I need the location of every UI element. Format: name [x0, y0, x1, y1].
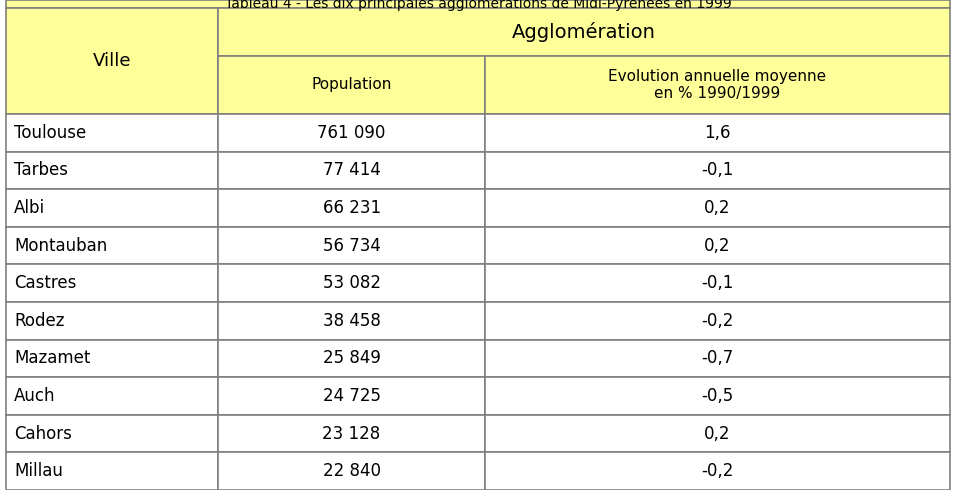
Text: Evolution annuelle moyenne
en % 1990/1999: Evolution annuelle moyenne en % 1990/199…: [608, 69, 827, 101]
Text: -0,2: -0,2: [702, 462, 733, 480]
Text: 77 414: 77 414: [323, 161, 380, 179]
Bar: [218, 340, 485, 377]
Text: -0,1: -0,1: [702, 274, 733, 292]
Bar: [485, 265, 950, 302]
Text: 53 082: 53 082: [322, 274, 380, 292]
Text: Albi: Albi: [14, 199, 45, 217]
Bar: [6, 151, 218, 189]
Bar: [218, 114, 485, 151]
Text: Castres: Castres: [14, 274, 76, 292]
Bar: [218, 56, 485, 114]
Text: Tableau 4 - Les dix principales agglomérations de Midi-Pyrénées en 1999: Tableau 4 - Les dix principales agglomér…: [225, 0, 731, 11]
Text: 66 231: 66 231: [322, 199, 380, 217]
Bar: [218, 227, 485, 265]
Bar: [218, 8, 950, 56]
Text: 761 090: 761 090: [317, 124, 386, 142]
Bar: [485, 151, 950, 189]
Text: Auch: Auch: [14, 387, 55, 405]
Text: -0,2: -0,2: [702, 312, 733, 330]
Text: 0,2: 0,2: [705, 237, 730, 255]
Text: Population: Population: [312, 77, 392, 93]
Bar: [6, 302, 218, 340]
Text: -0,5: -0,5: [702, 387, 733, 405]
Bar: [485, 227, 950, 265]
Bar: [6, 8, 218, 114]
Bar: [218, 415, 485, 452]
Text: 38 458: 38 458: [323, 312, 380, 330]
Bar: [6, 189, 218, 227]
Bar: [6, 415, 218, 452]
Text: Toulouse: Toulouse: [14, 124, 86, 142]
Bar: [218, 452, 485, 490]
Bar: [485, 114, 950, 151]
Text: Cahors: Cahors: [14, 425, 72, 442]
Bar: [485, 302, 950, 340]
Bar: [6, 340, 218, 377]
Bar: [218, 189, 485, 227]
Text: Montauban: Montauban: [14, 237, 107, 255]
Text: 56 734: 56 734: [323, 237, 380, 255]
Text: 24 725: 24 725: [322, 387, 380, 405]
Text: 0,2: 0,2: [705, 199, 730, 217]
Bar: [6, 265, 218, 302]
Text: Agglomération: Agglomération: [512, 22, 656, 42]
Bar: [218, 265, 485, 302]
Text: Tarbes: Tarbes: [14, 161, 68, 179]
Bar: [6, 114, 218, 151]
Bar: [6, 0, 950, 8]
Bar: [218, 377, 485, 415]
Bar: [6, 377, 218, 415]
Text: 1,6: 1,6: [705, 124, 730, 142]
Bar: [6, 227, 218, 265]
Text: Ville: Ville: [93, 52, 131, 70]
Text: 25 849: 25 849: [323, 349, 380, 368]
Text: 22 840: 22 840: [322, 462, 380, 480]
Bar: [485, 340, 950, 377]
Bar: [485, 56, 950, 114]
Bar: [485, 377, 950, 415]
Bar: [485, 452, 950, 490]
Text: Rodez: Rodez: [14, 312, 64, 330]
Text: -0,1: -0,1: [702, 161, 733, 179]
Text: -0,7: -0,7: [702, 349, 733, 368]
Bar: [218, 151, 485, 189]
Text: 23 128: 23 128: [322, 425, 380, 442]
Bar: [6, 452, 218, 490]
Text: Mazamet: Mazamet: [14, 349, 91, 368]
Bar: [485, 189, 950, 227]
Text: Millau: Millau: [14, 462, 63, 480]
Bar: [218, 302, 485, 340]
Bar: [485, 415, 950, 452]
Text: 0,2: 0,2: [705, 425, 730, 442]
